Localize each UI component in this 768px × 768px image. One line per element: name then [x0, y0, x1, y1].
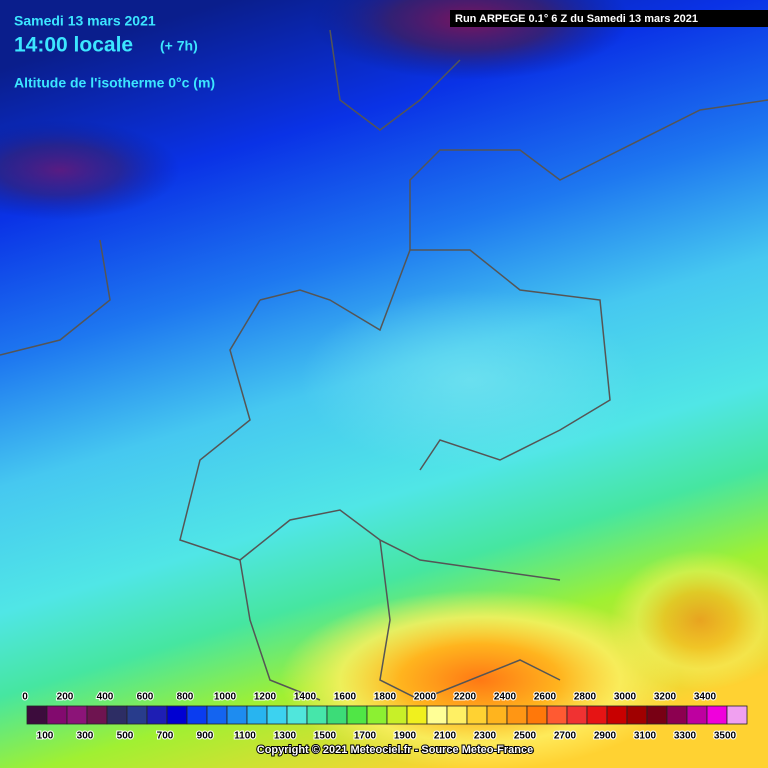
- legend-label: 3200: [654, 692, 677, 703]
- legend-label: 600: [137, 692, 154, 703]
- legend-swatch: [466, 705, 488, 725]
- legend-label: 1500: [314, 731, 337, 742]
- legend-label: 200: [57, 692, 74, 703]
- legend-swatch: [626, 705, 648, 725]
- field-name: Altitude de l'isotherme 0°c (m): [14, 75, 215, 91]
- legend-swatch: [366, 705, 388, 725]
- legend-swatch: [206, 705, 228, 725]
- legend-swatch: [706, 705, 728, 725]
- legend-label: 2700: [554, 731, 577, 742]
- run-box: [450, 10, 768, 27]
- legend-label: 300: [77, 731, 94, 742]
- legend-label: 2000: [414, 692, 437, 703]
- legend-label: 3400: [694, 692, 717, 703]
- legend-swatch: [426, 705, 448, 725]
- legend-swatch: [406, 705, 428, 725]
- legend-label: 500: [117, 731, 134, 742]
- legend-swatch: [486, 705, 508, 725]
- legend-label: 1100: [234, 731, 256, 742]
- legend-label: 2900: [594, 731, 617, 742]
- legend-swatch: [306, 705, 328, 725]
- legend-swatch: [526, 705, 548, 725]
- legend-label: 700: [157, 731, 174, 742]
- legend-swatch: [246, 705, 268, 725]
- legend-swatch: [266, 705, 288, 725]
- legend-label: 2600: [534, 692, 557, 703]
- legend: 0 100 200 300 400 500 600 700 800 900 1000 1100 1200…: [21, 691, 748, 743]
- light-area: [300, 290, 640, 470]
- legend-swatch: [106, 705, 128, 725]
- legend-label: 0: [22, 692, 28, 703]
- legend-label: 800: [177, 692, 194, 703]
- legend-label: 400: [97, 692, 114, 703]
- legend-swatch: [686, 705, 708, 725]
- legend-swatch: [586, 705, 608, 725]
- legend-swatch: [186, 705, 208, 725]
- warm-area: [610, 550, 768, 690]
- legend-label: 1800: [374, 692, 397, 703]
- legend-swatch: [546, 705, 568, 725]
- legend-label: 2800: [574, 692, 597, 703]
- legend-swatch: [146, 705, 168, 725]
- legend-swatch: [26, 705, 48, 725]
- legend-label: 100: [37, 731, 54, 742]
- legend-swatch: [326, 705, 348, 725]
- legend-label: 3000: [614, 692, 637, 703]
- legend-label: 1900: [394, 731, 417, 742]
- legend-swatch: [386, 705, 408, 725]
- legend-label: 1700: [354, 731, 377, 742]
- legend-swatch: [566, 705, 588, 725]
- date: Samedi 13 mars 2021: [14, 13, 156, 29]
- run-info: Run ARPEGE 0.1° 6 Z du Samedi 13 mars 20…: [455, 13, 698, 25]
- legend-swatch: [46, 705, 68, 725]
- legend-label: 3300: [674, 731, 697, 742]
- legend-swatch: [126, 705, 148, 725]
- time: 14:00 locale: [14, 34, 133, 57]
- offset: (+ 7h): [160, 38, 198, 54]
- legend-label: 3500: [714, 731, 737, 742]
- legend-label: 3100: [634, 731, 657, 742]
- legend-label: 2200: [454, 692, 477, 703]
- legend-label: 1600: [334, 692, 357, 703]
- legend-swatch: [446, 705, 468, 725]
- copyright: Copyright © 2021 Meteociel.fr - Source M…: [257, 744, 533, 756]
- legend-swatch: [726, 705, 748, 725]
- legend-label: 2500: [514, 731, 537, 742]
- legend-swatch: [606, 705, 628, 725]
- legend-swatch: [226, 705, 248, 725]
- cold-area: [0, 120, 180, 220]
- legend-label: 900: [197, 731, 214, 742]
- legend-swatch: [66, 705, 88, 725]
- legend-label: 1000: [214, 692, 237, 703]
- legend-swatch: [86, 705, 108, 725]
- legend-label: 1400: [294, 692, 317, 703]
- legend-swatch: [506, 705, 528, 725]
- legend-label: 1200: [254, 692, 277, 703]
- legend-label: 2300: [474, 731, 497, 742]
- legend-swatch: [666, 705, 688, 725]
- legend-swatch: [646, 705, 668, 725]
- legend-swatch: [286, 705, 308, 725]
- legend-swatch: [346, 705, 368, 725]
- borders: [0, 29, 768, 701]
- legend-label: 1300: [274, 731, 297, 742]
- legend-label: 2100: [434, 731, 457, 742]
- legend-swatch: [166, 705, 188, 725]
- legend-label: 2400: [494, 692, 517, 703]
